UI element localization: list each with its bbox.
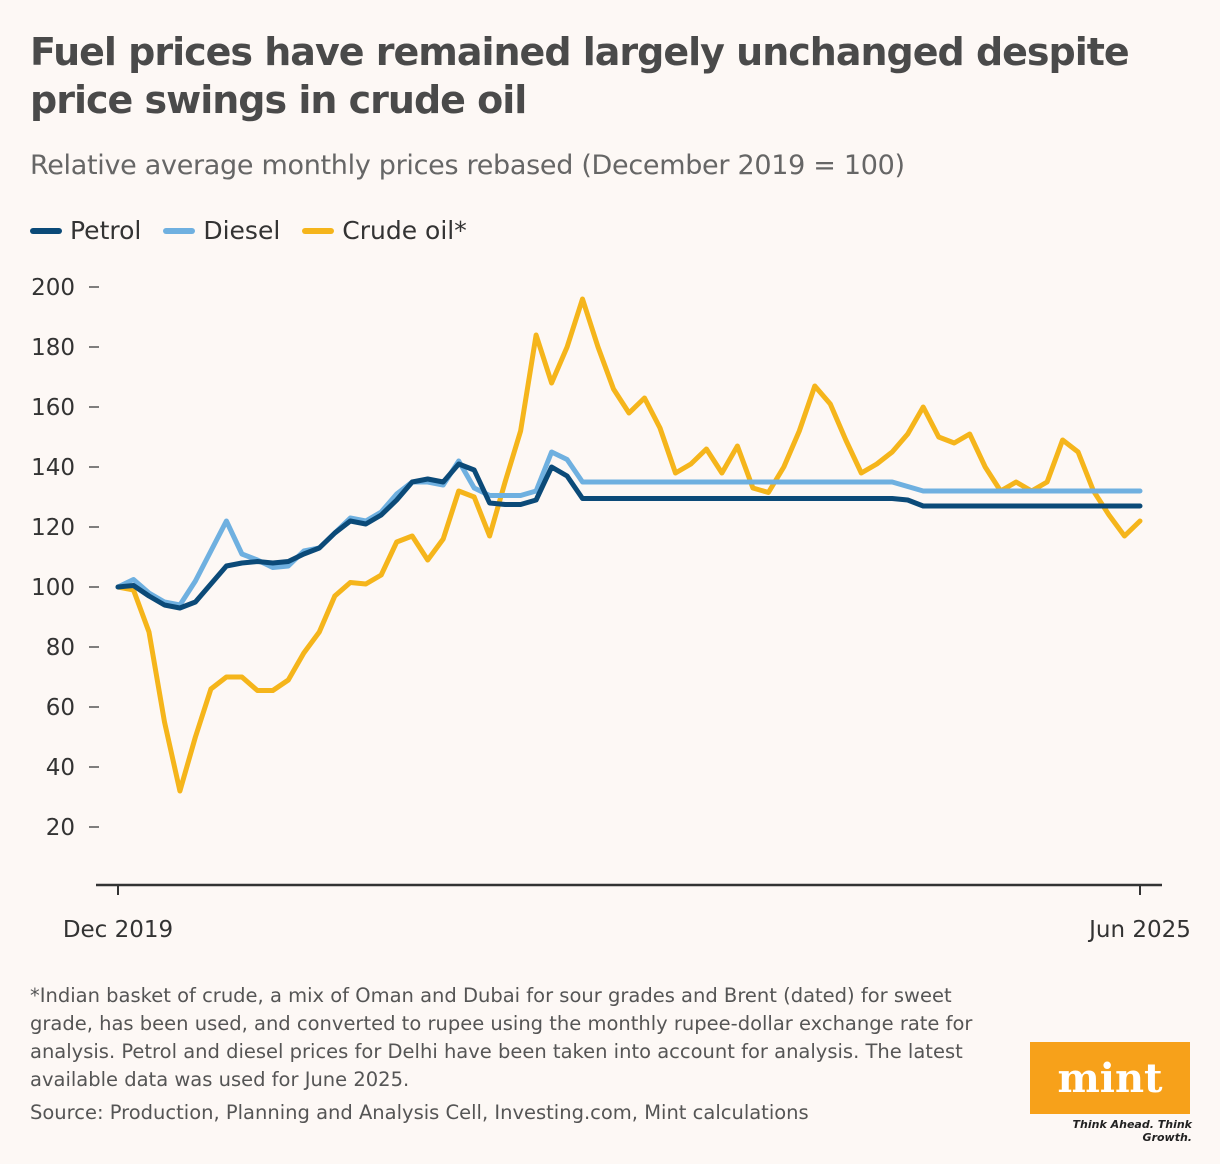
mint-logo-tagline: Think Ahead. Think Growth. <box>1072 1118 1192 1144</box>
y-tick-label: 80 <box>46 635 75 661</box>
x-tick-label: Jun 2025 <box>1087 917 1191 943</box>
y-tick-label: 200 <box>31 275 75 301</box>
legend-label-petrol: Petrol <box>70 216 142 245</box>
y-tick-label: 40 <box>46 755 75 781</box>
y-tick-label: 120 <box>31 515 75 541</box>
chart-title: Fuel prices have remained largely unchan… <box>30 30 1130 122</box>
series-layer <box>115 296 1143 794</box>
y-tick-label: 140 <box>31 455 75 481</box>
footnote: *Indian basket of crude, a mix of Oman a… <box>30 984 973 1091</box>
series-line-diesel <box>115 449 1143 608</box>
legend-swatch-crude-oil <box>302 227 335 234</box>
mint-logo-text: mint <box>1057 1054 1163 1102</box>
legend-swatch-diesel <box>163 227 196 234</box>
chart-legend: Petrol Diesel Crude oil* <box>30 216 489 245</box>
y-tick-label: 20 <box>46 815 75 841</box>
legend-swatch-petrol <box>30 227 62 234</box>
y-tick-label: 160 <box>31 395 75 421</box>
y-axis: 20 40 60 80 100 120 140 160 180 200 <box>31 275 99 841</box>
series-line-petrol <box>115 461 1143 611</box>
source-note: Source: Production, Planning and Analysi… <box>30 1101 809 1124</box>
legend-item-diesel: Diesel <box>163 216 280 245</box>
series-line-crude-oil <box>115 296 1143 794</box>
chart-subtitle: Relative average monthly prices rebased … <box>30 150 905 181</box>
y-tick-label: 60 <box>46 695 75 721</box>
legend-label-diesel: Diesel <box>203 216 281 245</box>
y-tick-label: 100 <box>31 575 75 601</box>
x-axis: Dec 2019 Jun 2025 <box>63 883 1191 943</box>
legend-item-petrol: Petrol <box>30 216 141 245</box>
mint-logo: mint <box>1030 1042 1190 1114</box>
x-tick-label: Dec 2019 <box>63 917 173 943</box>
y-tick-label: 180 <box>31 335 75 361</box>
legend-item-crude-oil: Crude oil* <box>302 216 467 245</box>
legend-label-crude-oil: Crude oil* <box>342 216 467 245</box>
line-chart: 20 40 60 80 100 120 140 160 180 200 Dec 2019 Jun 2… <box>31 275 1191 943</box>
